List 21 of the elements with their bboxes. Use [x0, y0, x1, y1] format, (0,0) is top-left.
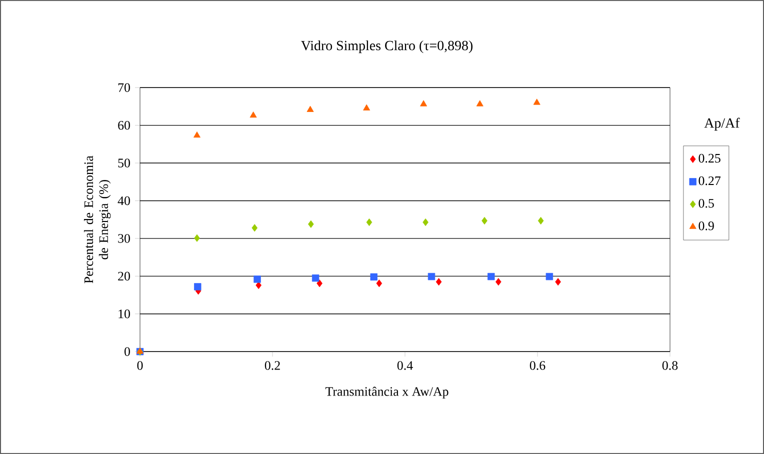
- y-tick-label: 40: [118, 196, 130, 206]
- x-tick-label: 0.6: [530, 361, 546, 370]
- x-tick-label: 0.8: [662, 361, 678, 370]
- x-tick-label: 0.4: [397, 361, 413, 370]
- y-axis-title: Percentual de Economia de Energia (%): [84, 156, 111, 284]
- y-tick-label: 0: [124, 347, 130, 356]
- y-tick-label: 10: [118, 310, 130, 318]
- x-axis-title: Transmitância x Aw/Ap: [325, 386, 448, 399]
- y-tick-label: 60: [118, 120, 130, 130]
- legend-label: 0.27: [698, 176, 721, 186]
- legend-label: 0.9: [698, 221, 714, 230]
- legend-title: Ap/Af: [704, 118, 740, 131]
- y-tick-label: 30: [118, 234, 130, 243]
- legend-label: 0.25: [698, 154, 720, 163]
- y-tick-label: 50: [118, 158, 130, 168]
- x-tick-label: 0: [137, 361, 143, 370]
- y-tick-label: 70: [118, 83, 130, 92]
- legend-label: 0.5: [698, 198, 714, 208]
- x-tick-label: 0.2: [264, 361, 280, 370]
- y-tick-label: 20: [118, 272, 130, 281]
- chart-title: Vidro Simples Claro (τ=0,898): [301, 40, 473, 54]
